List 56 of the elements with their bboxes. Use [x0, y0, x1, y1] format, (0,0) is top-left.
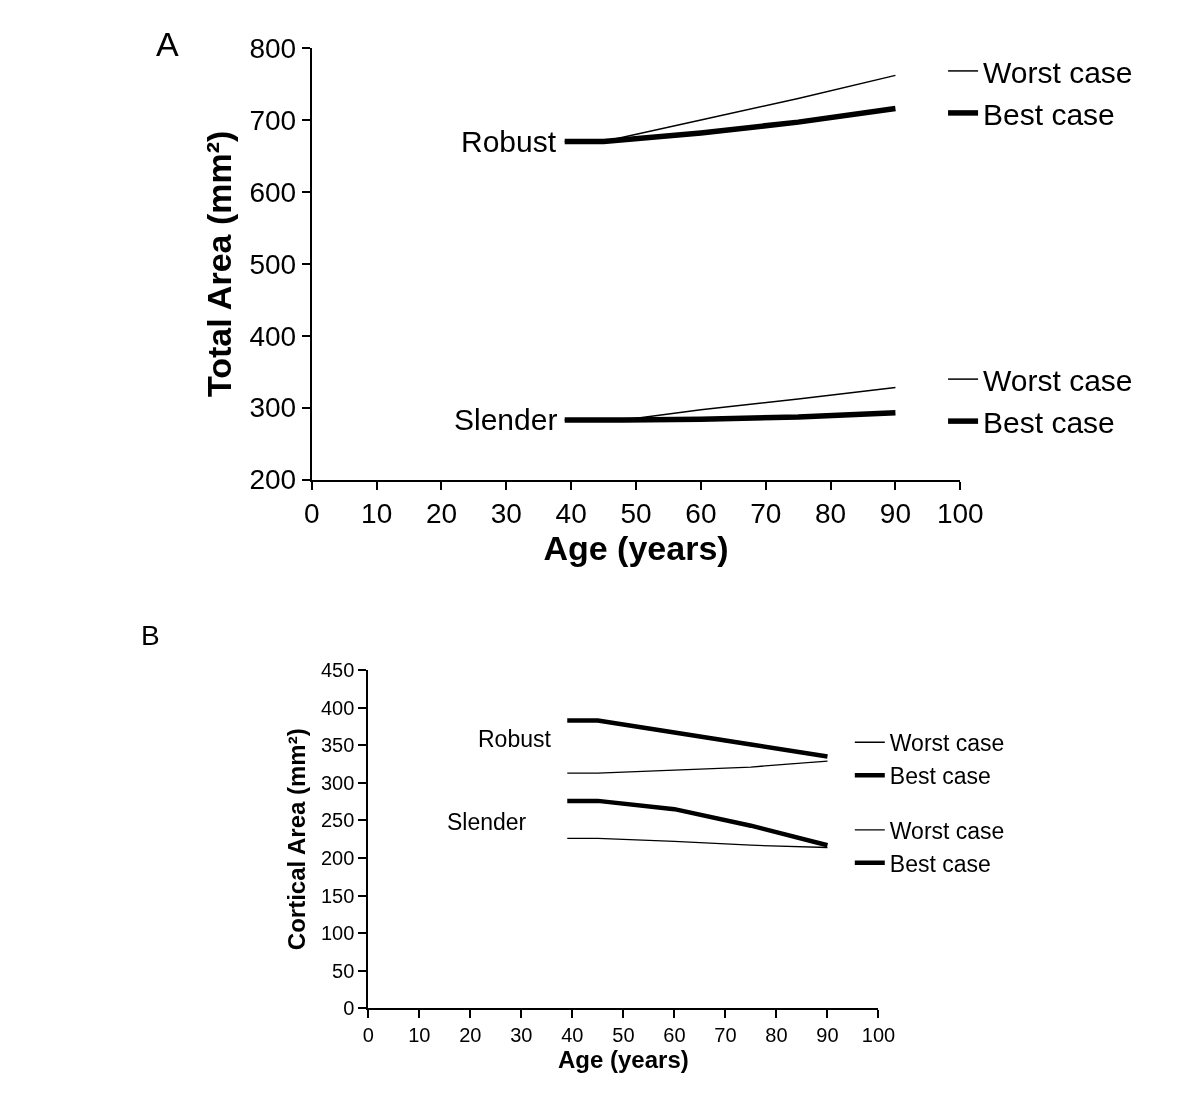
y-tick-label: 600	[249, 176, 297, 208]
x-tick-label: 30	[490, 498, 522, 530]
y-tick-label: 300	[249, 392, 297, 424]
x-tick-label: 10	[361, 498, 393, 530]
x-tick-label: 90	[879, 498, 912, 530]
x-tick-label: 20	[459, 1024, 482, 1047]
x-tick-label: 0	[362, 1024, 374, 1047]
chart-title: B	[141, 620, 160, 651]
y-tick-label: 700	[249, 104, 297, 136]
legend-label: Best case	[983, 97, 1115, 131]
y-tick-label: 250	[320, 809, 355, 832]
x-tick-label: 30	[510, 1024, 533, 1047]
x-tick-label: 80	[815, 498, 847, 530]
annotation: Slender	[454, 403, 558, 436]
annotation: Slender	[447, 809, 527, 835]
x-axis-title: Age (years)	[558, 1046, 689, 1074]
y-tick-label: 100	[320, 922, 355, 945]
x-axis-title: Age (years)	[543, 529, 729, 568]
x-tick-label: 70	[714, 1024, 737, 1047]
y-tick-label: 200	[249, 464, 297, 496]
x-tick-label: 100	[861, 1024, 896, 1047]
y-tick-label: 150	[320, 884, 355, 907]
y-axis-title: Cortical Area (mm²)	[283, 728, 311, 951]
x-tick-label: 10	[408, 1024, 431, 1047]
x-tick-label: 60	[663, 1024, 686, 1047]
y-tick-label: 50	[332, 959, 355, 982]
y-tick-label: 300	[320, 771, 355, 794]
y-tick-label: 400	[249, 320, 297, 352]
x-tick-label: 40	[555, 498, 587, 530]
legend-label: Best case	[889, 763, 991, 790]
legend-label: Worst case	[983, 55, 1133, 89]
x-tick-label: 50	[620, 498, 652, 530]
y-tick-label: 350	[320, 734, 355, 757]
x-tick-label: 80	[765, 1024, 788, 1047]
annotation: Robust	[478, 726, 552, 752]
x-tick-label: 40	[561, 1024, 584, 1047]
y-tick-label: 450	[320, 659, 355, 682]
x-tick-label: 90	[816, 1024, 839, 1047]
y-tick-label: 0	[343, 997, 355, 1020]
legend-label: Best case	[983, 405, 1115, 439]
chart-title: A	[156, 25, 179, 63]
legend-label: Worst case	[889, 817, 1005, 844]
x-tick-label: 100	[936, 498, 984, 530]
y-axis-title: Total Area (mm²)	[199, 130, 238, 397]
legend-label: Best case	[889, 850, 991, 877]
legend-label: Worst case	[889, 730, 1005, 757]
y-tick-label: 800	[249, 32, 297, 64]
y-tick-label: 200	[320, 847, 355, 869]
legend-label: Worst case	[983, 363, 1133, 397]
x-tick-label: 50	[612, 1024, 635, 1047]
y-tick-label: 500	[249, 248, 297, 280]
x-tick-label: 20	[425, 498, 458, 530]
x-tick-label: 60	[685, 498, 717, 530]
y-tick-label: 400	[320, 696, 355, 719]
annotation: Robust	[461, 125, 557, 158]
x-tick-label: 70	[750, 498, 782, 530]
